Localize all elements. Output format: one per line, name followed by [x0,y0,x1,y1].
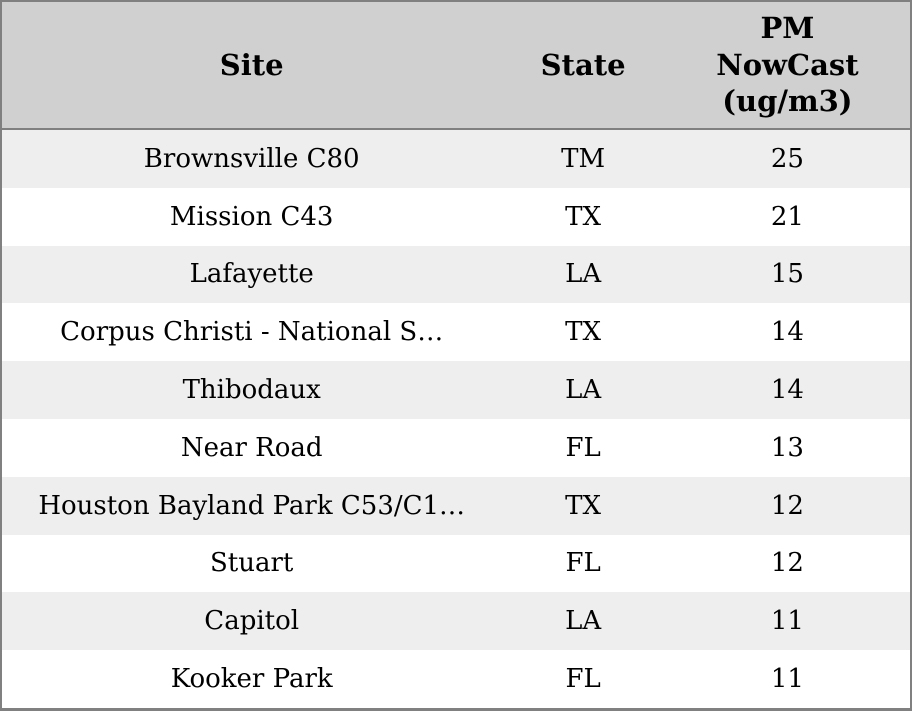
cell-state: TM [561,143,606,174]
cell-site: Mission C43 [169,201,334,232]
cell-value: 11 [770,664,804,695]
table-row[interactable]: Lafayette LA 15 [2,245,910,304]
cell-value: 21 [770,201,804,232]
table-row[interactable]: Thibodaux LA 14 [2,361,910,419]
cell-value: 15 [770,259,804,290]
cell-value: 14 [770,375,804,406]
table-row[interactable]: Stuart FL 12 [2,534,910,593]
cell-site: Capitol [204,606,300,637]
cell-value: 12 [770,490,804,521]
cell-value: 11 [770,606,804,637]
table-row[interactable]: Corpus Christi - National S… TX 14 [2,303,910,362]
cell-state: LA [565,259,602,290]
table-row[interactable]: Houston Bayland Park C53/C1… TX 12 [2,476,910,535]
table-row[interactable]: Brownsville C80 TM 25 [2,130,910,188]
table-row[interactable]: Kooker Park FL 11 [2,650,910,708]
cell-site: Houston Bayland Park C53/C1… [38,490,466,521]
cell-state: TX [565,201,602,232]
cell-value: 25 [770,143,804,174]
cell-site: Corpus Christi - National S… [60,317,444,348]
cell-state: TX [565,490,602,521]
cell-state: FL [565,664,601,695]
table-row[interactable]: Near Road FL 13 [2,418,910,477]
cell-value: 14 [770,317,804,348]
cell-state: FL [565,548,601,579]
table-header-row: Site State PM NowCast (ug/m3) [2,2,910,130]
table-body: Brownsville C80 TM 25 Mission C43 TX 21 Lafaye… [2,130,910,708]
cell-site: Thibodaux [182,375,321,406]
cell-state: LA [565,606,602,637]
table-row[interactable]: Mission C43 TX 21 [2,187,910,246]
cell-state: LA [565,375,602,406]
table-row[interactable]: Capitol LA 11 [2,592,910,651]
column-header-site: Site [219,47,284,82]
cell-value: 13 [770,432,804,463]
cell-value: 12 [770,548,804,579]
column-header-pm-nowcast: PM NowCast (ug/m3) [716,10,859,119]
column-header-state: State [540,47,626,82]
cell-state: TX [565,317,602,348]
cell-site: Near Road [180,432,323,463]
cell-site: Stuart [210,548,294,579]
cell-state: FL [565,432,601,463]
cell-site: Brownsville C80 [143,143,360,174]
cell-site: Lafayette [189,259,314,290]
cell-site: Kooker Park [170,664,333,695]
